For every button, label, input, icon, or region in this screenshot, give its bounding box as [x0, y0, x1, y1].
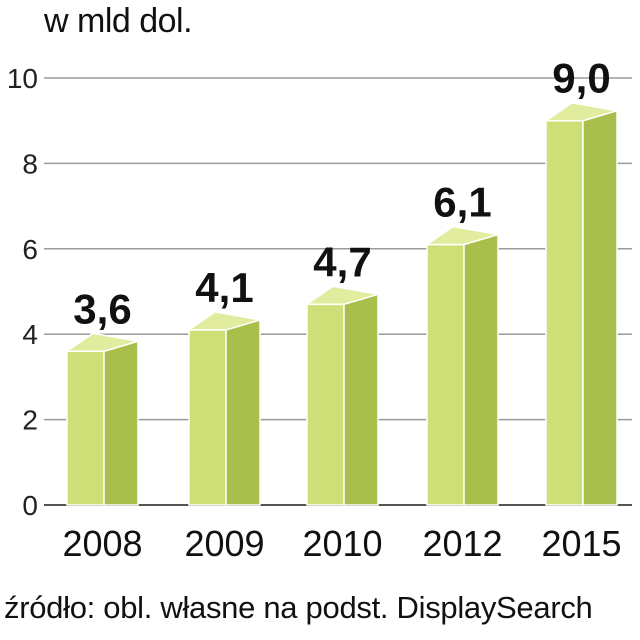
bar-front-face — [426, 243, 465, 506]
bar-side-face — [103, 340, 139, 506]
bar-side-face — [225, 318, 261, 506]
bar-top-face — [304, 285, 379, 306]
chart-title: w mld dol. — [44, 2, 193, 40]
bar-2015 — [543, 101, 618, 506]
bar-side-face — [343, 293, 379, 506]
bar-front-face — [188, 329, 227, 506]
bar-2008 — [64, 332, 139, 506]
y-tick-label: 2 — [22, 405, 38, 436]
value-label: 9,0 — [552, 55, 610, 102]
y-tick-label: 0 — [22, 490, 38, 521]
bar-top-face — [543, 101, 618, 122]
value-label: 4,1 — [195, 264, 253, 311]
value-label: 3,6 — [73, 285, 131, 332]
x-tick-label: 2015 — [541, 523, 621, 564]
value-label: 4,7 — [313, 238, 371, 285]
x-tick-label: 2012 — [422, 523, 502, 564]
bars — [64, 101, 618, 506]
bar-top-face — [424, 225, 499, 246]
x-tick-label: 2010 — [302, 523, 382, 564]
bar-front-face — [66, 350, 105, 506]
x-tick-label: 2009 — [184, 523, 264, 564]
bar-top-face — [64, 332, 139, 353]
y-tick-label: 6 — [22, 234, 38, 265]
bar-side-face — [582, 109, 618, 506]
y-tick-label: 8 — [22, 148, 38, 179]
bar-front-face — [306, 303, 345, 506]
y-axis-ticks: 0 2 4 6 8 10 — [7, 63, 38, 521]
value-labels: 3,6 4,1 4,7 6,1 9,0 — [73, 55, 610, 333]
value-label: 6,1 — [433, 179, 491, 226]
bar-2009 — [186, 311, 261, 506]
bar-2012 — [424, 225, 499, 506]
bar-front-face — [545, 119, 584, 506]
x-axis-ticks: 2008 2009 2010 2012 2015 — [62, 523, 621, 564]
x-tick-label: 2008 — [62, 523, 142, 564]
source-note: źródło: obl. własne na podst. DisplaySea… — [4, 590, 593, 625]
bar-2010 — [304, 285, 379, 506]
bar-top-face — [186, 311, 261, 331]
y-tick-label: 4 — [22, 319, 38, 350]
y-tick-label: 10 — [7, 63, 38, 94]
bar-side-face — [463, 233, 499, 506]
